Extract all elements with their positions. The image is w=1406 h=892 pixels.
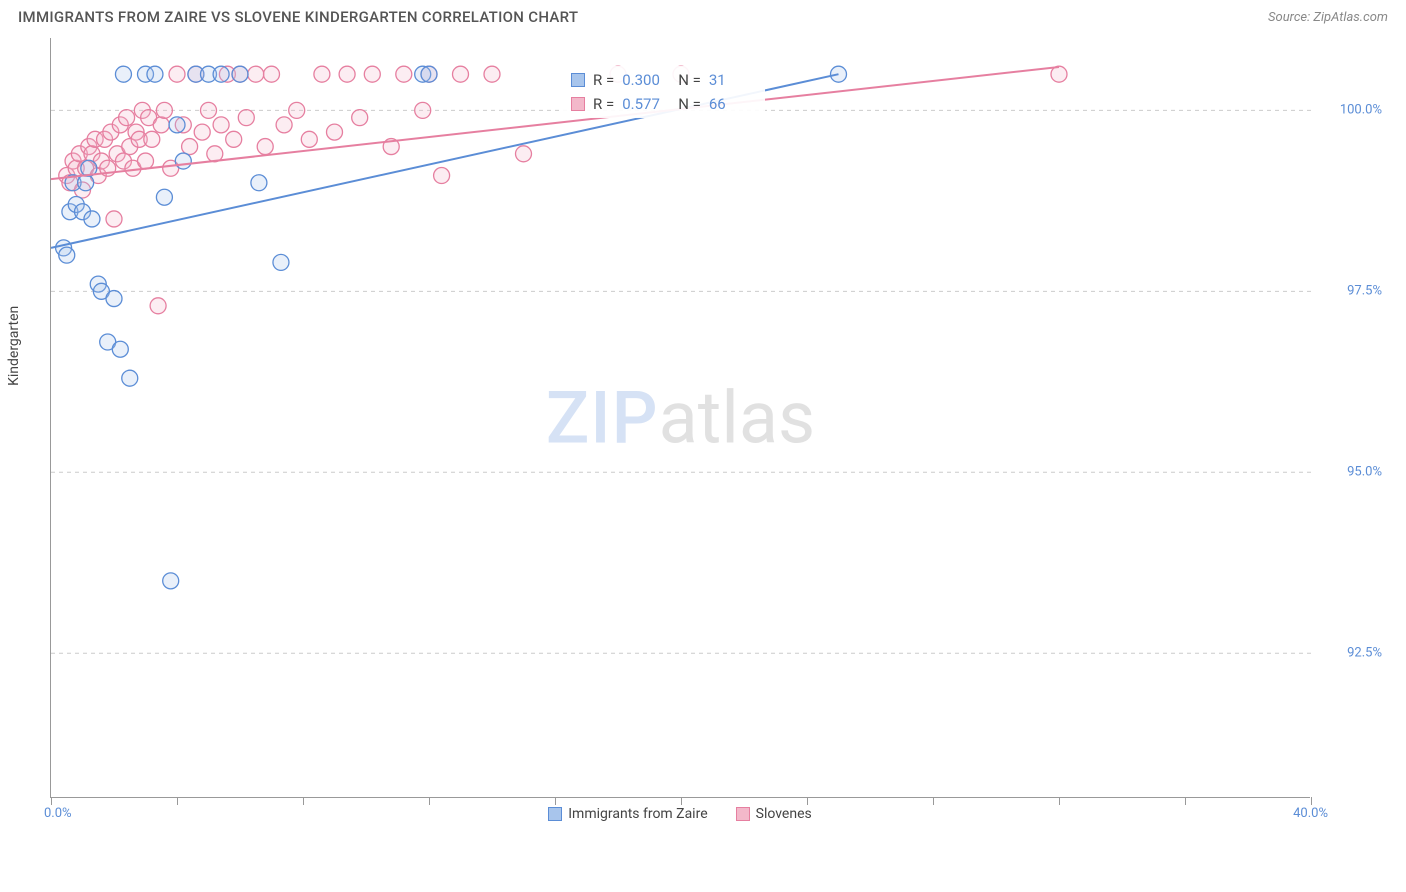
stats-n-label: N = <box>678 92 701 116</box>
data-point <box>1051 66 1067 82</box>
data-point <box>301 131 317 147</box>
data-point <box>175 153 191 169</box>
data-point <box>78 175 94 191</box>
data-point <box>150 298 166 314</box>
stats-row: R = 0.300 N = 31 <box>563 68 765 92</box>
stats-n-value: 66 <box>709 92 757 116</box>
chart-header: IMMIGRANTS FROM ZAIRE VS SLOVENE KINDERG… <box>0 0 1406 30</box>
scatter-svg <box>51 38 1311 798</box>
regression-line <box>51 67 1059 179</box>
data-point <box>106 291 122 307</box>
data-point <box>59 247 75 263</box>
x-tick <box>807 797 808 805</box>
data-point <box>226 131 242 147</box>
x-tick <box>681 797 682 805</box>
stats-n-label: N = <box>678 68 701 92</box>
x-tick <box>429 797 430 805</box>
data-point <box>138 153 154 169</box>
data-point <box>314 66 330 82</box>
stats-r-value: 0.300 <box>622 68 670 92</box>
data-point <box>289 102 305 118</box>
data-point <box>169 117 185 133</box>
data-point <box>232 66 248 82</box>
data-point <box>273 254 289 270</box>
legend-label-zaire: Immigrants from Zaire <box>568 806 707 822</box>
data-point <box>213 66 229 82</box>
stats-r-value: 0.577 <box>622 92 670 116</box>
data-point <box>194 124 210 140</box>
stats-swatch <box>571 97 585 111</box>
x-tick <box>177 797 178 805</box>
data-point <box>327 124 343 140</box>
data-point <box>415 102 431 118</box>
data-point <box>257 139 273 155</box>
plot-area: ZIPatlas 92.5%95.0%97.5%100.0% R =0.300N… <box>50 38 1310 798</box>
data-point <box>453 66 469 82</box>
legend-item-slovenes: Slovenes <box>736 806 812 822</box>
y-tick-label: 92.5% <box>1322 646 1382 661</box>
data-point <box>238 110 254 126</box>
data-point <box>213 117 229 133</box>
x-tick <box>555 797 556 805</box>
legend-swatch-slovenes <box>736 807 750 821</box>
stats-legend-box: R = 0.300 N = 31 R = 0.577 N = 66 <box>563 66 765 118</box>
data-point <box>163 573 179 589</box>
chart-source: Source: ZipAtlas.com <box>1268 10 1388 25</box>
x-tick <box>1059 797 1060 805</box>
data-point <box>364 66 380 82</box>
y-tick-label: 97.5% <box>1322 284 1382 299</box>
data-point <box>156 189 172 205</box>
stats-r-label: R = <box>593 68 614 92</box>
data-point <box>156 102 172 118</box>
data-point <box>119 110 135 126</box>
data-point <box>484 66 500 82</box>
y-axis-title: Kindergarten <box>6 306 22 386</box>
y-tick-label: 100.0% <box>1322 103 1382 118</box>
x-tick <box>933 797 934 805</box>
data-point <box>276 117 292 133</box>
legend-label-slovenes: Slovenes <box>756 806 812 822</box>
x-tick <box>1185 797 1186 805</box>
legend-swatch-zaire <box>548 807 562 821</box>
data-point <box>106 211 122 227</box>
stats-row: R = 0.577 N = 66 <box>563 92 765 116</box>
data-point <box>251 175 267 191</box>
data-point <box>115 66 131 82</box>
data-point <box>147 66 163 82</box>
data-point <box>264 66 280 82</box>
x-tick <box>303 797 304 805</box>
stats-r-label: R = <box>593 92 614 116</box>
data-point <box>122 370 138 386</box>
stats-n-value: 31 <box>709 68 757 92</box>
y-tick-label: 95.0% <box>1322 465 1382 480</box>
data-point <box>182 139 198 155</box>
x-tick <box>51 797 52 805</box>
data-point <box>112 341 128 357</box>
bottom-legend: Immigrants from Zaire Slovenes <box>50 806 1310 822</box>
data-point <box>339 66 355 82</box>
data-point <box>396 66 412 82</box>
data-point <box>516 146 532 162</box>
data-point <box>153 117 169 133</box>
data-point <box>84 211 100 227</box>
x-tick <box>1311 797 1312 805</box>
data-point <box>248 66 264 82</box>
legend-item-zaire: Immigrants from Zaire <box>548 806 707 822</box>
data-point <box>434 168 450 184</box>
chart-container: Kindergarten ZIPatlas 92.5%95.0%97.5%100… <box>50 38 1390 848</box>
data-point <box>352 110 368 126</box>
data-point <box>169 66 185 82</box>
stats-swatch <box>571 73 585 87</box>
chart-title: IMMIGRANTS FROM ZAIRE VS SLOVENE KINDERG… <box>18 8 578 26</box>
data-point <box>421 66 437 82</box>
data-point <box>144 131 160 147</box>
data-point <box>201 102 217 118</box>
